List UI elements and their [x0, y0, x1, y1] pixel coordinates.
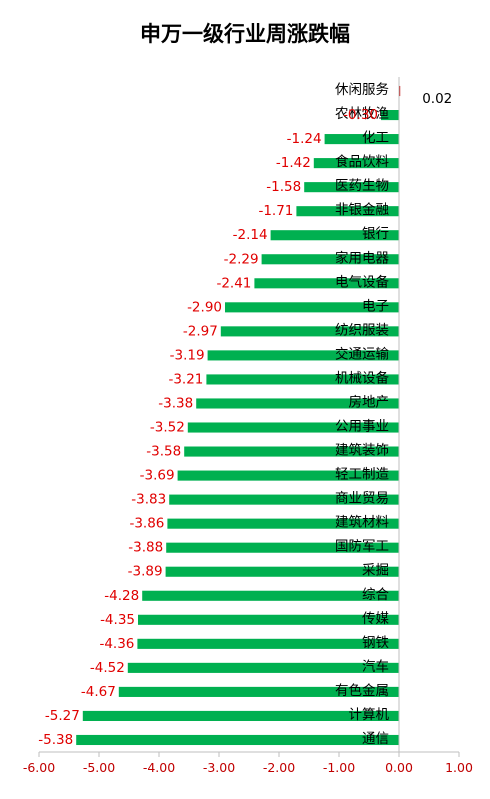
value-label-14: -3.38 [158, 395, 193, 411]
bar-24 [137, 638, 399, 649]
value-label-8: -2.29 [224, 251, 259, 267]
bar-23 [138, 614, 399, 625]
x-tick-label-1: -6.00 [23, 760, 55, 775]
bar-27 [82, 710, 400, 721]
value-label-2: -0.30 [343, 107, 378, 123]
category-label-14: 房地产 [349, 394, 390, 410]
category-label-27: 计算机 [349, 707, 390, 723]
value-label-25: -4.52 [90, 660, 125, 676]
value-label-4: -1.42 [276, 155, 311, 171]
value-label-9: -2.41 [216, 275, 251, 291]
category-label-28: 通信 [362, 731, 389, 747]
x-tick-label-8: 1.00 [445, 760, 473, 775]
value-label-19: -3.86 [129, 516, 164, 532]
x-tick-label-7: 0.00 [385, 760, 413, 775]
bar-25 [127, 662, 400, 673]
value-label-5: -1.58 [266, 179, 301, 195]
bar-12 [207, 350, 399, 361]
value-label-24: -4.36 [99, 636, 134, 652]
value-label-16: -3.58 [146, 444, 181, 460]
bar-8 [261, 254, 399, 265]
bar-11 [220, 326, 399, 337]
category-label-25: 汽车 [362, 658, 389, 675]
bar-14 [196, 398, 399, 409]
bar-15 [187, 422, 399, 433]
bar-13 [206, 374, 399, 385]
value-label-13: -3.21 [168, 371, 203, 387]
value-label-12: -3.19 [170, 347, 205, 363]
category-label-18: 商业贸易 [335, 491, 389, 507]
value-label-27: -5.27 [45, 708, 80, 724]
x-tick-label-4: -3.00 [203, 760, 235, 775]
bar-5 [304, 182, 399, 193]
bar-18 [169, 494, 399, 505]
value-label-26: -4.67 [81, 684, 116, 700]
bar-16 [184, 446, 399, 457]
x-tick-label-3: -4.00 [143, 760, 175, 775]
value-label-28: -5.38 [38, 732, 73, 748]
bar-10 [225, 302, 399, 313]
bar-4 [313, 158, 399, 169]
x-tick-label-6: -1.00 [323, 760, 355, 775]
bar-7 [270, 230, 399, 241]
category-label-16: 建筑装饰 [335, 443, 389, 459]
value-label-18: -3.83 [131, 492, 166, 508]
category-label-12: 交通运输 [335, 345, 389, 362]
bar-21 [165, 566, 399, 577]
value-label-7: -2.14 [233, 227, 268, 243]
x-tick-label-2: -5.00 [83, 760, 115, 775]
value-label-10: -2.90 [187, 299, 222, 315]
value-label-1: 0.02 [422, 91, 452, 107]
bar-20 [166, 542, 399, 553]
value-label-23: -4.35 [100, 612, 135, 628]
value-label-21: -3.89 [128, 564, 163, 580]
category-label-3: 化工 [362, 130, 389, 146]
category-label-22: 综合 [362, 587, 389, 603]
bar-22 [142, 590, 399, 601]
bar-28 [76, 734, 399, 746]
category-label-23: 传媒 [362, 611, 389, 627]
category-label-15: 公用事业 [335, 419, 389, 435]
category-label-4: 食品饮料 [335, 153, 389, 170]
category-label-11: 纺织服装 [335, 322, 389, 338]
value-label-15: -3.52 [150, 420, 185, 436]
category-label-6: 非银金融 [335, 202, 389, 218]
value-label-6: -1.71 [258, 203, 293, 219]
category-label-19: 建筑材料 [335, 515, 389, 531]
category-label-2: 农林牧渔 [335, 106, 389, 122]
value-label-17: -3.69 [140, 468, 175, 484]
category-label-9: 电气设备 [335, 273, 389, 290]
bar-1 [399, 85, 401, 97]
bar-9 [254, 278, 399, 289]
category-label-7: 银行 [362, 226, 389, 242]
value-label-11: -2.97 [183, 323, 218, 339]
x-tick-label-5: -2.00 [263, 760, 295, 775]
category-label-24: 钢铁 [362, 635, 389, 651]
value-label-20: -3.88 [128, 540, 163, 556]
category-label-5: 医药生物 [335, 178, 389, 194]
category-label-10: 电子 [362, 298, 389, 314]
value-label-22: -4.28 [104, 588, 139, 604]
category-label-1: 休闲服务 [335, 82, 389, 98]
category-label-13: 机械设备 [335, 369, 389, 386]
bar-19 [167, 518, 399, 529]
chart-title: 申万一级行业周涨跌幅 [140, 22, 350, 46]
category-label-20: 国防军工 [335, 539, 389, 555]
category-label-8: 家用电器 [335, 249, 389, 266]
bar-26 [118, 686, 400, 697]
bar-17 [177, 470, 399, 481]
category-label-17: 轻工制造 [335, 467, 389, 483]
category-label-26: 有色金属 [335, 682, 389, 699]
bar-2 [381, 110, 399, 121]
bar-3 [324, 134, 399, 145]
value-label-3: -1.24 [287, 131, 322, 147]
category-label-21: 采掘 [362, 563, 389, 579]
bar-6 [296, 206, 399, 217]
